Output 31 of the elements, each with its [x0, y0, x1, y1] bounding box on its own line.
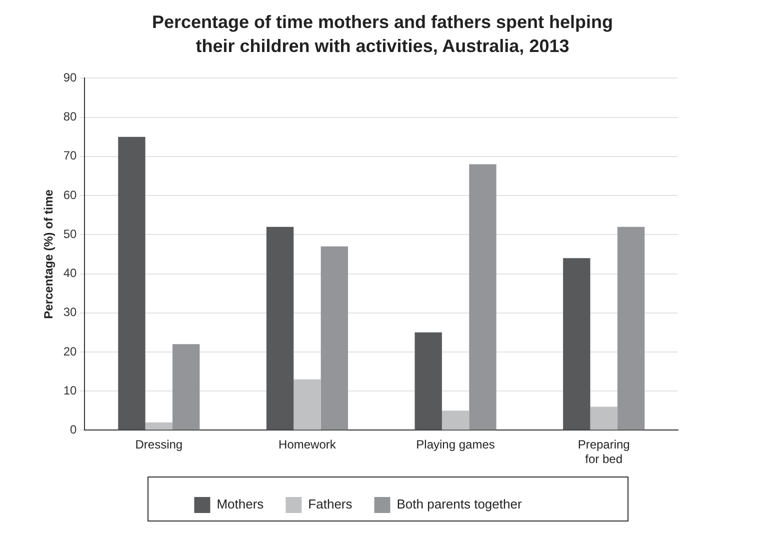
y-tick-label: 20: [63, 344, 78, 358]
bar: [590, 406, 618, 430]
y-tick-label: 60: [63, 188, 78, 202]
y-axis-title: Percentage (%) of time: [42, 189, 56, 319]
bar: [266, 226, 294, 430]
bar: [414, 332, 442, 430]
bar: [469, 164, 496, 430]
y-tick-label: 10: [63, 383, 78, 398]
y-tick-label: 70: [63, 148, 78, 163]
y-tick-label: 80: [63, 110, 78, 124]
bar: [320, 246, 348, 430]
bar: [118, 136, 146, 430]
bar: [617, 226, 645, 430]
legend-label: Both parents together: [396, 496, 522, 512]
bar: [442, 410, 470, 430]
chart-title: Percentage of time mothers and fathers spent helping their children with activities, Australia, 2013: [150, 11, 614, 58]
bar: [145, 422, 172, 430]
y-tick-label: 0: [70, 422, 78, 437]
x-tick-label: Playing games: [416, 438, 495, 452]
bar: [563, 258, 590, 430]
bar: [172, 344, 200, 430]
legend-label: Mothers: [216, 496, 264, 512]
bar: [294, 379, 321, 430]
y-tick-label: 40: [63, 266, 78, 280]
x-tick-label: Dressing: [135, 438, 183, 452]
y-tick-label: 30: [63, 305, 78, 320]
x-tick-label: Homework: [278, 438, 337, 452]
legend-label: Fathers: [308, 496, 353, 512]
y-tick-label: 90: [63, 70, 78, 85]
x-tick-label: Preparing for bed: [578, 438, 630, 466]
y-tick-label: 50: [63, 226, 78, 241]
